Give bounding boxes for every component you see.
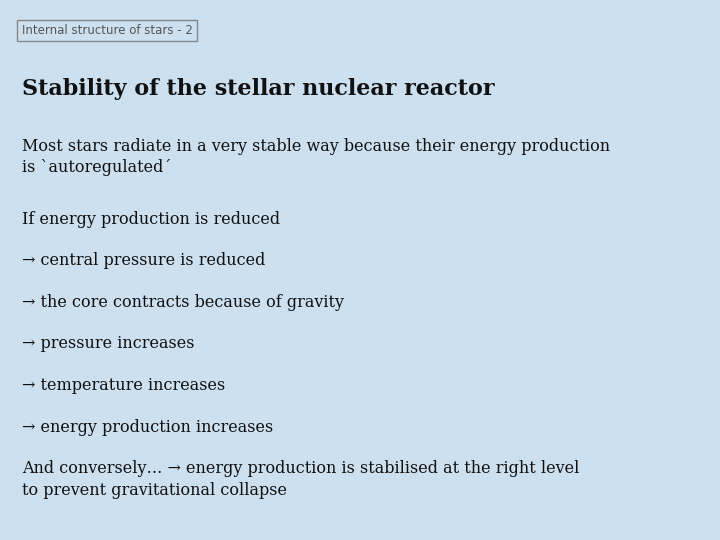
Text: → the core contracts because of gravity: → the core contracts because of gravity: [22, 294, 343, 310]
Text: → energy production increases: → energy production increases: [22, 418, 273, 435]
Text: If energy production is reduced: If energy production is reduced: [22, 211, 280, 227]
Text: Stability of the stellar nuclear reactor: Stability of the stellar nuclear reactor: [22, 78, 494, 100]
Text: Internal structure of stars - 2: Internal structure of stars - 2: [22, 24, 192, 37]
Text: And conversely… → energy production is stabilised at the right level
to prevent : And conversely… → energy production is s…: [22, 460, 579, 498]
Text: → pressure increases: → pressure increases: [22, 335, 194, 352]
Text: Most stars radiate in a very stable way because their energy production
is `auto: Most stars radiate in a very stable way …: [22, 138, 610, 176]
Text: → central pressure is reduced: → central pressure is reduced: [22, 252, 265, 269]
Text: → temperature increases: → temperature increases: [22, 377, 225, 394]
